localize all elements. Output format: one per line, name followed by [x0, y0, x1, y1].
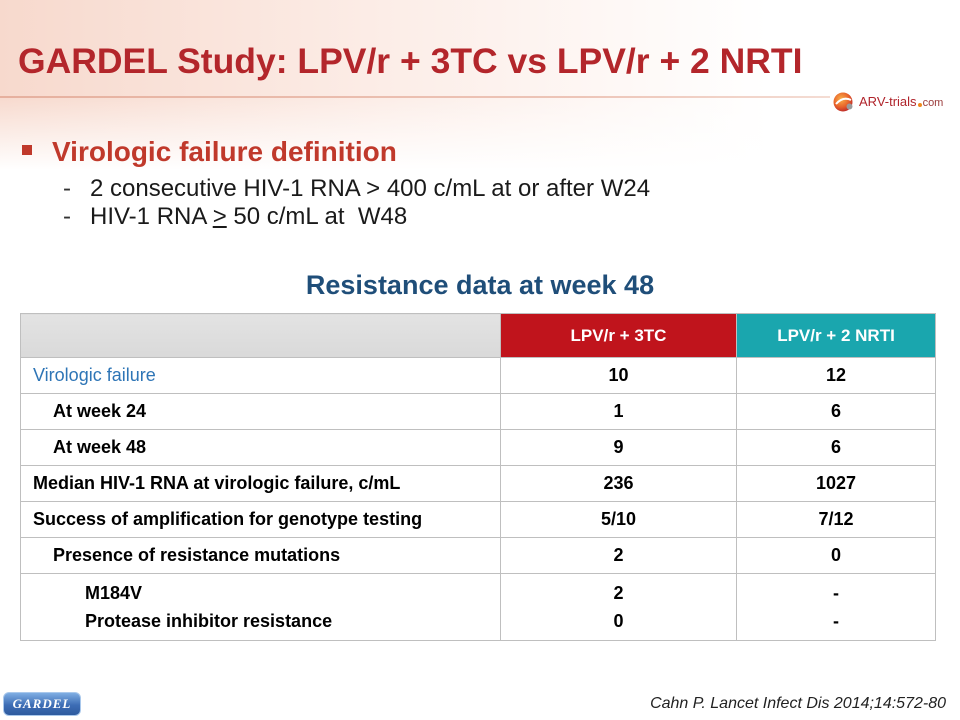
table-row: Virologic failure 10 12: [20, 357, 936, 394]
table-row: At week 48 9 6: [20, 429, 936, 466]
row-value-lpv-3tc: 9: [500, 429, 737, 466]
table-row: At week 24 1 6: [20, 393, 936, 430]
row-value-lpv-3tc: 5/10: [500, 501, 737, 538]
resistance-table: LPV/r + 3TC LPV/r + 2 NRTI Virologic fai…: [20, 313, 936, 641]
row-label: Protease inhibitor resistance: [85, 611, 333, 631]
table-row: M184V Protease inhibitor resistance 2 0 …: [20, 573, 936, 641]
row-value-lpv-3tc: 1: [500, 393, 737, 430]
section-title: Resistance data at week 48: [305, 270, 655, 300]
row-label: Virologic failure: [20, 357, 501, 394]
arv-trials-logo-icon: [833, 92, 853, 112]
row-value-lpv-2nrti: 1027: [736, 465, 936, 502]
row-value-lpv-2nrti: 6: [736, 429, 936, 466]
row-value-lpv-3tc: 2: [500, 537, 737, 574]
row-label: Median HIV-1 RNA at virologic failure, c…: [20, 465, 501, 502]
row-label: At week 48: [20, 429, 501, 466]
logo-suffix: com: [922, 97, 944, 109]
definition-item: - 2 consecutive HIV-1 RNA > 400 c/mL at …: [63, 175, 943, 203]
row-value-lpv-3tc: 236: [500, 465, 737, 502]
definition-text-after: 50 c/mL at W48: [226, 203, 408, 230]
dash-marker: -: [63, 175, 71, 202]
row-value-lpv-2nrti: 7/12: [736, 501, 936, 538]
definition-heading: Virologic failure definition: [52, 136, 397, 167]
logo-figure: [846, 103, 853, 110]
definition-text-before: HIV-1 RNA: [90, 203, 213, 230]
row-value-lpv-2nrti: -: [833, 583, 839, 603]
row-label: Presence of resistance mutations: [20, 537, 501, 574]
dash-marker: -: [63, 203, 71, 230]
definition-item-text: HIV-1 RNA > 50 c/mL at W48: [90, 203, 407, 231]
greater-or-equal-symbol: >: [212, 203, 227, 230]
row-label-group: M184V Protease inhibitor resistance: [20, 573, 501, 641]
table-header-row: LPV/r + 3TC LPV/r + 2 NRTI: [20, 313, 936, 358]
definition-item: - HIV-1 RNA > 50 c/mL at W48: [63, 203, 943, 231]
row-label: Success of amplification for genotype te…: [20, 501, 501, 538]
row-value-group-lpv-3tc: 2 0: [500, 573, 737, 641]
square-bullet-icon: [22, 145, 32, 155]
row-value-lpv-2nrti: 0: [736, 537, 936, 574]
row-value-lpv-3tc: 0: [613, 611, 624, 631]
row-value-lpv-3tc: 2: [613, 583, 624, 603]
row-value-lpv-2nrti: 12: [736, 357, 936, 394]
arv-trials-logo: ARV-trials com: [832, 90, 944, 114]
citation: Cahn P. Lancet Infect Dis 2014;14:572-80: [650, 695, 946, 712]
study-badge: GARDEL: [3, 692, 81, 716]
row-value-lpv-2nrti: -: [833, 611, 839, 631]
row-value-lpv-3tc: 10: [500, 357, 737, 394]
row-label: At week 24: [20, 393, 501, 430]
logo-swoosh: [835, 97, 852, 105]
logo-dot-icon: [917, 103, 922, 107]
slide-title: GARDEL Study: LPV/r + 3TC vs LPV/r + 2 N…: [18, 41, 803, 81]
table-row: Success of amplification for genotype te…: [20, 501, 936, 538]
row-value-group-lpv-2nrti: - -: [736, 573, 936, 641]
table-row: Median HIV-1 RNA at virologic failure, c…: [20, 465, 936, 502]
row-value-lpv-2nrti: 6: [736, 393, 936, 430]
title-divider: [0, 96, 830, 98]
definition-item-text: 2 consecutive HIV-1 RNA > 400 c/mL at or…: [90, 175, 651, 202]
row-label: M184V: [85, 583, 143, 603]
header-lpv-3tc: LPV/r + 3TC: [500, 313, 737, 358]
header-lpv-2nrti: LPV/r + 2 NRTI: [736, 313, 936, 358]
table-row: Presence of resistance mutations 2 0: [20, 537, 936, 574]
header-blank-cell: [20, 313, 501, 358]
logo-name: ARV-trials: [859, 94, 917, 109]
